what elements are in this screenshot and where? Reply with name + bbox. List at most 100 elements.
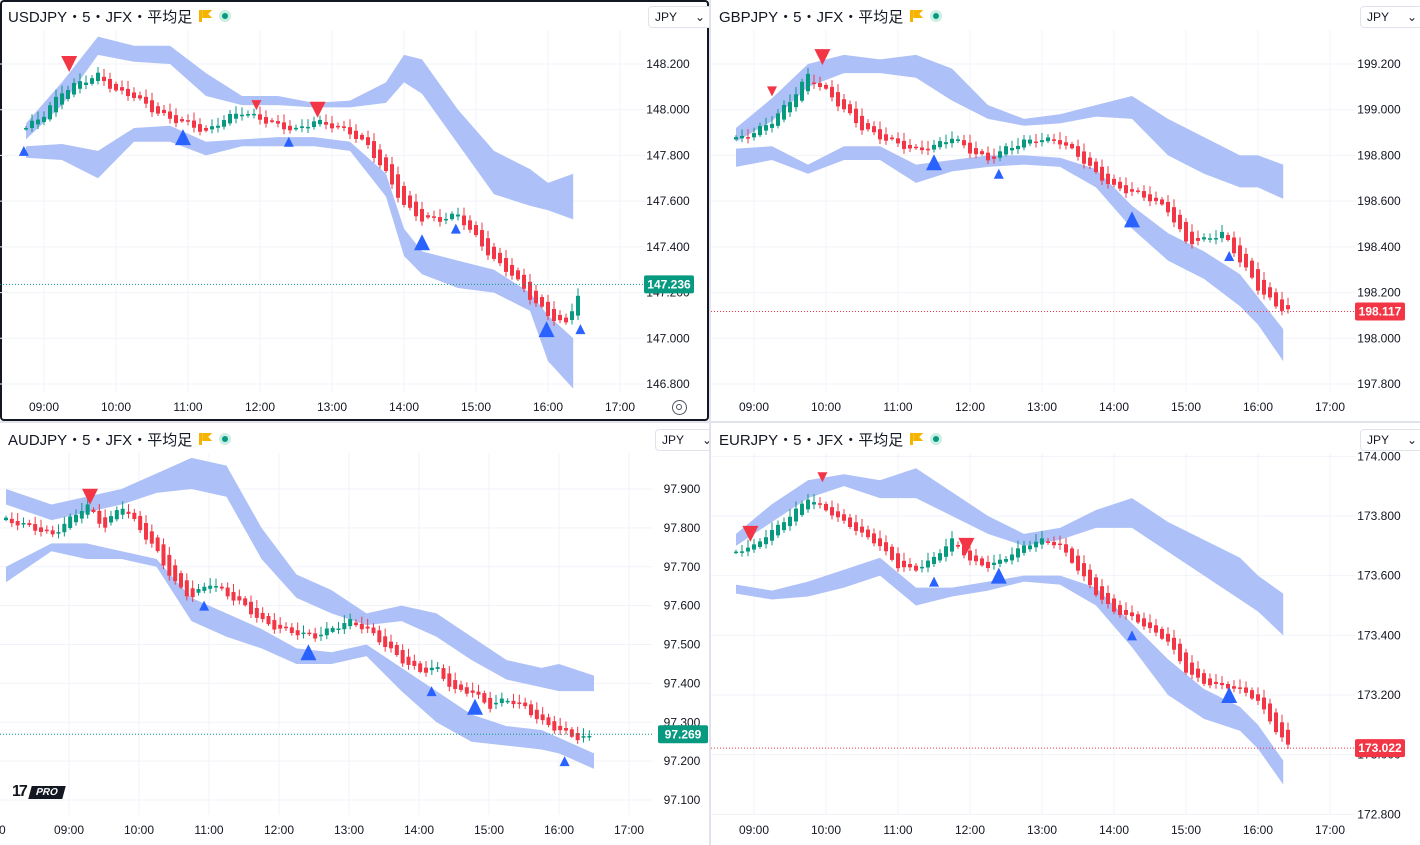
candle-body	[523, 702, 528, 707]
candle-body	[782, 104, 786, 120]
symbol-title[interactable]: GBPJPY・5・JFX・平均足	[719, 8, 904, 26]
candle-body	[830, 507, 834, 516]
candle-body	[944, 546, 948, 557]
candle-body	[540, 297, 544, 307]
y-tick-label: 173.600	[1357, 569, 1401, 583]
candle-body	[932, 144, 936, 150]
flag-icon[interactable]	[910, 10, 923, 22]
signal-buy-marker	[300, 644, 317, 661]
candle-body	[204, 127, 208, 131]
y-tick-label: 147.000	[646, 331, 690, 345]
gear-icon[interactable]	[672, 400, 687, 415]
candle-body	[1136, 614, 1140, 623]
symbol-title[interactable]: AUDJPY・5・JFX・平均足	[8, 431, 193, 449]
flag-icon[interactable]	[199, 10, 212, 22]
candle-body	[313, 633, 318, 639]
candle-body	[1112, 598, 1116, 612]
symbol-title[interactable]: USDJPY・5・JFX・平均足	[8, 8, 193, 26]
currency-select[interactable]: JPY ⌄	[1360, 429, 1420, 451]
candle-body	[1190, 662, 1194, 675]
candle-body	[390, 164, 394, 185]
y-tick-label: 173.800	[1357, 509, 1401, 523]
candle-body	[372, 141, 376, 158]
chevron-down-icon: ⌄	[695, 10, 706, 24]
candle-body	[21, 523, 26, 525]
candle-body	[1112, 178, 1116, 185]
candle-body	[848, 104, 852, 114]
price-label-text: 97.269	[665, 727, 702, 741]
y-tick-label: 97.800	[664, 521, 701, 535]
candle-body	[161, 544, 166, 566]
candle-body	[278, 624, 283, 629]
pane-divider-horizontal[interactable]	[0, 421, 1420, 423]
candle-body	[324, 628, 329, 636]
last-price-label: 198.117	[1355, 302, 1405, 321]
candle-body	[800, 503, 804, 516]
candle-body	[1070, 143, 1074, 149]
candle-body	[1184, 221, 1188, 242]
lower-band	[6, 543, 594, 769]
chart-pane-audjpy[interactable]: AUDJPY・5・JFX・平均足 JPY ⌄ 17 PRO 97.900 97.8…	[0, 423, 709, 845]
candle-body	[84, 82, 88, 85]
price-label-bg	[644, 275, 694, 294]
signal-buy-marker	[990, 567, 1007, 584]
candle-body	[788, 516, 792, 527]
symbol-title[interactable]: EURJPY・5・JFX・平均足	[719, 431, 904, 449]
chart-usdjpy[interactable]: 148.200 148.000 147.800 147.600 147.400 147.2…	[0, 0, 709, 421]
candle-body	[1130, 612, 1134, 617]
candle-body	[564, 728, 568, 731]
candle-body	[1232, 686, 1236, 689]
candle-body	[1220, 231, 1224, 239]
candle-body	[1022, 545, 1026, 553]
candle-body	[1124, 610, 1128, 615]
currency-select[interactable]: JPY ⌄	[648, 6, 709, 28]
signal-sell-marker	[817, 472, 828, 483]
chart-eurjpy[interactable]: 174.000 173.800 173.600 173.400 173.200 173.0…	[711, 423, 1420, 845]
candle-body	[878, 129, 882, 140]
y-tick-label: 148.000	[646, 103, 690, 117]
currency-select[interactable]: JPY ⌄	[655, 429, 709, 451]
candle-body	[480, 230, 484, 247]
candle-body	[992, 562, 996, 565]
candle-body	[138, 515, 143, 531]
candle-body	[492, 246, 496, 259]
x-tick-label: 00	[0, 823, 6, 837]
candle-body	[447, 673, 452, 687]
y-tick-label: 147.600	[646, 194, 690, 208]
tradingview-logo[interactable]: 17 PRO	[12, 783, 66, 801]
candle-body	[234, 113, 238, 119]
candle-body	[354, 622, 358, 626]
candle-body	[884, 542, 888, 552]
candle-body	[734, 551, 738, 554]
candle-body	[1100, 586, 1104, 600]
candle-body	[1268, 703, 1272, 722]
chart-gbpjpy[interactable]: 199.200 199.000 198.800 198.600 198.400 198.2…	[711, 0, 1420, 421]
candle-body	[1142, 618, 1146, 627]
x-tick-label: 11:00	[173, 400, 202, 414]
candle-body	[66, 90, 70, 99]
candle-body	[36, 119, 40, 125]
signal-buy-marker	[559, 756, 570, 767]
price-label-text: 173.022	[1358, 741, 1402, 755]
flag-icon[interactable]	[910, 433, 923, 445]
currency-select[interactable]: JPY ⌄	[1360, 6, 1420, 28]
candle-body	[782, 522, 786, 531]
candle-body	[228, 113, 232, 124]
candle-body	[564, 317, 568, 323]
market-open-icon	[219, 10, 232, 22]
candle-body	[938, 141, 942, 148]
chart-pane-gbpjpy[interactable]: GBPJPY・5・JFX・平均足 JPY ⌄ 199.200 199.000 198…	[711, 0, 1420, 421]
candle-body	[408, 195, 412, 208]
candle-body	[378, 149, 382, 166]
candle-body	[902, 560, 906, 568]
flag-icon[interactable]	[199, 433, 212, 445]
chart-pane-usdjpy[interactable]: USDJPY・5・JFX・平均足 JPY ⌄ 148.200 148.000 147…	[0, 0, 709, 421]
x-tick-label: 16:00	[533, 400, 563, 414]
candle-body	[222, 120, 226, 127]
chart-audjpy[interactable]: 97.90097.80097.70097.60097.50097.40097.3…	[0, 423, 709, 845]
signal-sell-marker	[309, 101, 326, 118]
lower-band	[736, 146, 1284, 362]
candle-body	[324, 122, 328, 125]
chart-pane-eurjpy[interactable]: EURJPY・5・JFX・平均足 JPY ⌄ 174.000 173.800 173…	[711, 423, 1420, 845]
candle-body	[1280, 299, 1284, 311]
